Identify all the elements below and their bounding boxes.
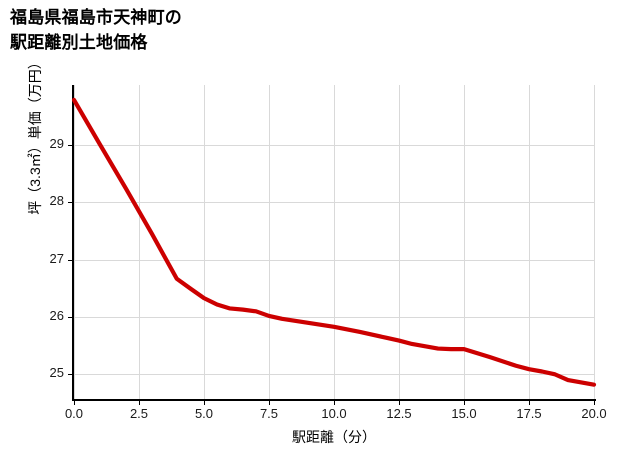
x-tick-label: 10.0 [321,406,347,421]
gridline-vertical [594,85,595,399]
y-tick-label: 27 [49,250,64,266]
x-tick-mark [204,401,205,405]
gridline-vertical [334,85,335,399]
x-tick-mark [464,401,465,405]
gridline-horizontal [74,317,594,319]
line-series-chart [71,97,597,387]
gridline-horizontal [74,202,594,204]
gridline-vertical [529,85,530,399]
x-tick-mark [529,401,530,405]
y-tick-label: 28 [49,193,64,209]
x-axis-spine [72,399,596,401]
x-tick-label: 5.0 [194,406,214,421]
y-tick-mark [68,259,72,261]
x-tick-label: 20.0 [581,406,607,421]
x-tick-mark [594,401,595,405]
gridline-vertical [204,85,205,399]
y-tick-label: 29 [49,136,64,152]
x-tick-label: 0.0 [64,406,84,421]
x-tick-mark [139,401,140,405]
chart-title: 福島県福島市天神町の 駅距離別土地価格 [10,8,182,52]
gridline-horizontal [74,145,594,147]
x-tick-label: 15.0 [451,406,477,421]
y-tick-mark [68,374,72,376]
plot-area [71,85,597,399]
x-tick-label: 17.5 [516,406,542,421]
x-tick-label: 2.5 [129,406,149,421]
gridline-vertical [74,85,75,399]
gridline-vertical [269,85,270,399]
x-tick-mark [334,401,335,405]
gridline-horizontal [74,374,594,376]
y-tick-label: 25 [49,365,64,381]
x-tick-mark [399,401,400,405]
y-tick-mark [68,317,72,319]
x-tick-mark [269,401,270,405]
y-tick-mark [68,145,72,147]
gridline-horizontal [74,259,594,261]
x-tick-label: 7.5 [259,406,279,421]
y-tick-label: 26 [49,308,64,324]
x-tick-mark [74,401,75,405]
gridline-vertical [399,85,400,399]
y-tick-mark [68,202,72,204]
y-axis-spine [72,85,74,401]
x-axis-label: 駅距離（分） [292,429,376,445]
x-tick-label: 12.5 [386,406,412,421]
y-axis-label: 坪（3.3㎡）単価（万円） [27,55,43,215]
gridline-vertical [139,85,140,399]
series-line-坪単価 [71,97,597,387]
gridline-vertical [464,85,465,399]
